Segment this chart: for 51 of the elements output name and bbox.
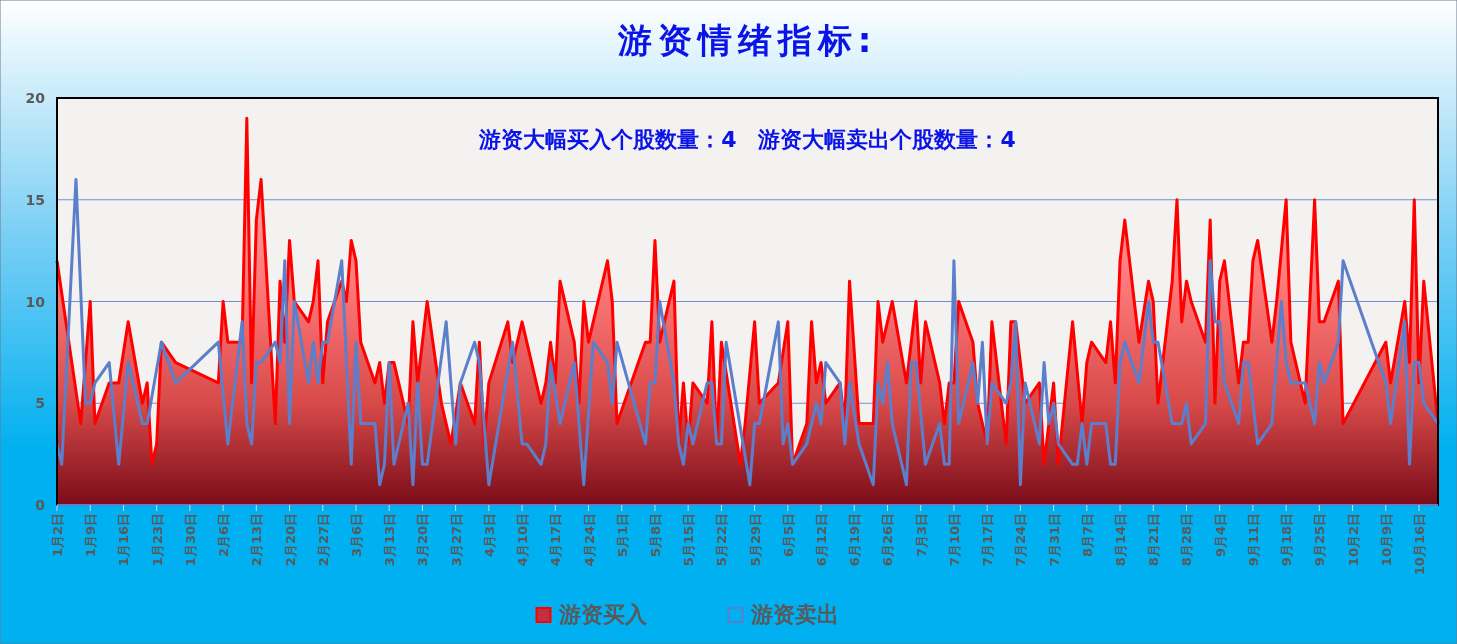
legend-label: 游资卖出	[749, 602, 839, 627]
x-tick-label: 1月9日	[83, 513, 99, 558]
x-tick-label: 7月10日	[946, 513, 962, 567]
x-tick-label: 2月13日	[249, 513, 265, 567]
x-tick-label: 7月31日	[1046, 513, 1062, 567]
x-tick-label: 3月20日	[415, 513, 431, 567]
x-tick-label: 3月13日	[382, 513, 398, 567]
x-tick-label: 5月15日	[681, 513, 697, 567]
x-tick-label: 6月5日	[780, 513, 796, 558]
x-tick-label: 6月19日	[847, 513, 863, 567]
x-tick-label: 1月2日	[50, 513, 65, 558]
x-tick-label: 2月27日	[315, 513, 331, 567]
x-tick-label: 6月26日	[880, 513, 896, 567]
x-tick-label: 4月10日	[515, 513, 531, 567]
x-tick-label: 10月2日	[1345, 513, 1361, 567]
x-tick-label: 5月8日	[647, 513, 663, 558]
y-tick-label: 10	[25, 293, 46, 310]
x-tick-label: 10月9日	[1378, 513, 1394, 567]
legend-label: 游资买入	[557, 602, 648, 627]
x-tick-label: 5月1日	[614, 513, 630, 558]
x-tick-label: 9月18日	[1279, 513, 1295, 567]
x-tick-label: 3月27日	[448, 513, 464, 567]
y-tick-label: 20	[25, 90, 46, 106]
x-tick-label: 9月25日	[1312, 513, 1328, 567]
x-tick-label: 7月17日	[980, 513, 996, 567]
chart-title: 游资情绪指标:	[616, 20, 878, 60]
x-tick-label: 4月24日	[581, 513, 597, 567]
x-tick-label: 2月20日	[282, 513, 298, 567]
x-tick-label: 3月6日	[348, 513, 364, 558]
x-tick-label: 5月22日	[714, 513, 730, 567]
x-tick-label: 8月28日	[1179, 513, 1195, 567]
x-tick-label: 8月14日	[1113, 513, 1129, 567]
x-tick-label: 7月3日	[913, 513, 929, 558]
x-tick-label: 9月11日	[1245, 513, 1261, 567]
x-tick-label: 5月29日	[747, 513, 763, 567]
annotation: 游资大幅买入个股数量：4 游资大幅卖出个股数量：4	[478, 127, 1016, 152]
x-tick-label: 4月3日	[481, 513, 497, 558]
x-tick-label: 8月21日	[1146, 513, 1162, 567]
x-tick-label: 1月16日	[116, 513, 132, 567]
x-tick-label: 6月12日	[814, 513, 830, 567]
x-tick-label: 4月17日	[548, 513, 564, 567]
x-tick-label: 7月24日	[1013, 513, 1029, 567]
y-tick-label: 5	[35, 395, 45, 412]
x-tick-label: 9月4日	[1212, 513, 1228, 558]
x-tick-label: 10月16日	[1412, 513, 1428, 576]
y-tick-label: 0	[35, 497, 46, 513]
x-tick-label: 8月7日	[1079, 513, 1095, 558]
y-tick-label: 15	[25, 191, 45, 208]
x-tick-label: 1月30日	[182, 513, 198, 567]
x-tick-label: 1月23日	[149, 513, 165, 567]
x-tick-label: 2月6日	[216, 513, 232, 558]
